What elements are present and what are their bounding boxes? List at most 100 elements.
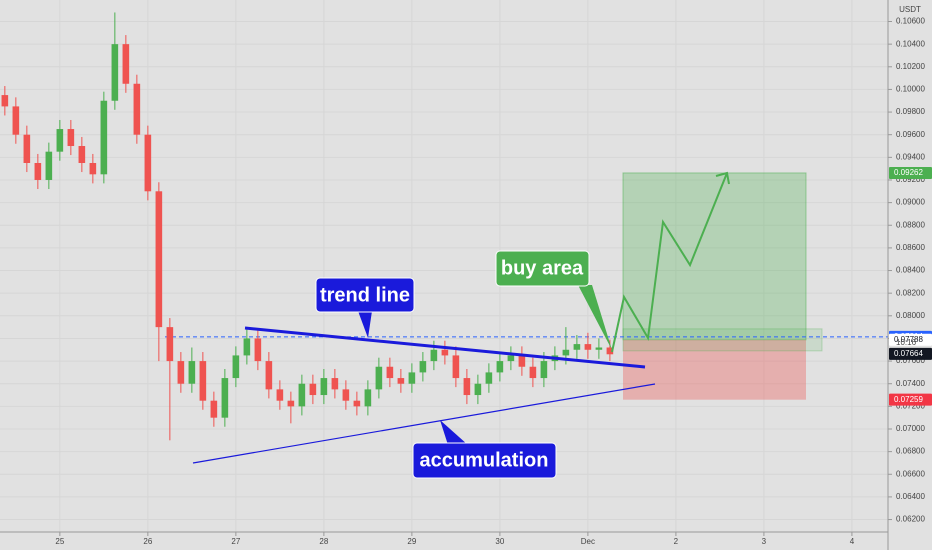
y-tick-label: 0.07400	[896, 379, 925, 388]
y-tick-label: 0.08600	[896, 243, 925, 252]
candle-body	[441, 349, 449, 356]
accumulation-line	[192, 383, 656, 464]
x-tick-label: 2	[674, 537, 679, 546]
candle-body	[408, 372, 416, 384]
candle-body	[320, 378, 328, 396]
unit-label: USDT	[899, 5, 921, 14]
price-marker-label: 0.09262	[894, 168, 923, 177]
candle-body	[34, 162, 42, 180]
candle-body	[23, 134, 31, 163]
callout-box	[315, 277, 415, 313]
price-marker-label: 0.07259	[894, 395, 923, 404]
price-marker-label: 0.07788	[894, 335, 923, 344]
candle-body	[254, 338, 262, 362]
annotation: trend line	[320, 284, 410, 306]
callout-pointer	[578, 285, 612, 350]
candle-body	[430, 349, 438, 362]
y-tick-label: 0.08200	[896, 288, 925, 297]
price-marker	[889, 166, 932, 179]
candle-body	[265, 361, 273, 390]
candle-body	[474, 383, 482, 396]
candle-body	[452, 355, 460, 379]
x-tick-label: Dec	[581, 537, 595, 546]
y-tick-label: 0.08000	[896, 311, 925, 320]
candle-body	[155, 191, 163, 328]
x-tick-label: 25	[55, 537, 64, 546]
candle-body	[298, 383, 306, 407]
x-tick-label: 27	[231, 537, 240, 546]
y-tick-label: 0.06600	[896, 469, 925, 478]
trend-line	[244, 326, 646, 369]
y-tick-label: 0.10000	[896, 85, 925, 94]
price-marker-label: 0.07664	[894, 349, 923, 358]
candle-body	[56, 129, 64, 152]
annotation: buy area	[501, 257, 584, 279]
candle-body	[287, 400, 295, 407]
entry-zone	[622, 328, 823, 352]
y-tick-label: 0.08800	[896, 220, 925, 229]
price-marker	[889, 393, 932, 406]
candle-body	[375, 366, 383, 390]
grid	[0, 0, 888, 532]
callout-box	[495, 250, 590, 287]
candle-body	[584, 344, 592, 350]
candle-body	[331, 378, 339, 390]
y-tick-label: 0.09600	[896, 130, 925, 139]
y-tick-label: 0.08400	[896, 266, 925, 275]
candle-body	[89, 162, 97, 175]
candle-body	[232, 355, 240, 379]
loss-zone	[623, 339, 806, 400]
candles	[1, 12, 614, 441]
candle-body	[78, 146, 86, 163]
y-tick-label: 0.07000	[896, 424, 925, 433]
callout-box	[412, 442, 557, 479]
y-tick-label: 0.09800	[896, 107, 925, 116]
callout-pointer	[440, 420, 468, 445]
y-tick-label: 0.10200	[896, 62, 925, 71]
candle-body	[210, 400, 218, 418]
price-timer: 10:16	[896, 338, 917, 347]
x-tick-label: 26	[143, 537, 152, 546]
position-boxes	[165, 172, 888, 400]
candle-body	[12, 106, 20, 135]
candle-body	[463, 378, 471, 396]
y-tick-label: 0.10600	[896, 17, 925, 26]
candle-body	[364, 389, 372, 407]
axis: 0.06200 0.06400 0.06600 0.06800 0.07000 0.072…	[55, 17, 932, 546]
candle-body	[243, 338, 251, 356]
x-tick-label: 28	[319, 537, 328, 546]
candle-body	[353, 400, 361, 407]
y-tick-label: 0.06800	[896, 447, 925, 456]
candle-body	[496, 361, 504, 373]
candle-body	[562, 349, 570, 356]
candle-body	[342, 389, 350, 401]
candle-body	[573, 344, 581, 350]
x-tick-label: 29	[407, 537, 416, 546]
y-tick-label: 0.06200	[896, 515, 925, 524]
candle-body	[518, 355, 526, 367]
y-tick-label: 0.09200	[896, 175, 925, 184]
annotation: accumulation	[420, 449, 549, 471]
candle-body	[419, 361, 427, 373]
price-marker	[889, 347, 932, 360]
y-tick-label: 0.07600	[896, 356, 925, 365]
x-tick-label: 3	[762, 537, 767, 546]
candle-body	[100, 100, 108, 175]
candle-body	[133, 83, 141, 135]
candle-body	[122, 44, 130, 84]
candle-body	[45, 151, 53, 180]
candle-body	[199, 361, 207, 401]
candle-body	[67, 129, 75, 147]
price-marker	[889, 333, 932, 346]
candle-body	[606, 347, 614, 355]
candle-body	[166, 327, 174, 362]
candle-body	[1, 95, 9, 107]
candle-body	[309, 383, 317, 396]
y-tick-label: 0.10400	[896, 39, 925, 48]
x-tick-label: 4	[850, 537, 855, 546]
candle-body	[529, 366, 537, 379]
y-tick-label: 0.09400	[896, 152, 925, 161]
candle-body	[111, 44, 119, 101]
projection-arrowhead	[715, 171, 730, 185]
